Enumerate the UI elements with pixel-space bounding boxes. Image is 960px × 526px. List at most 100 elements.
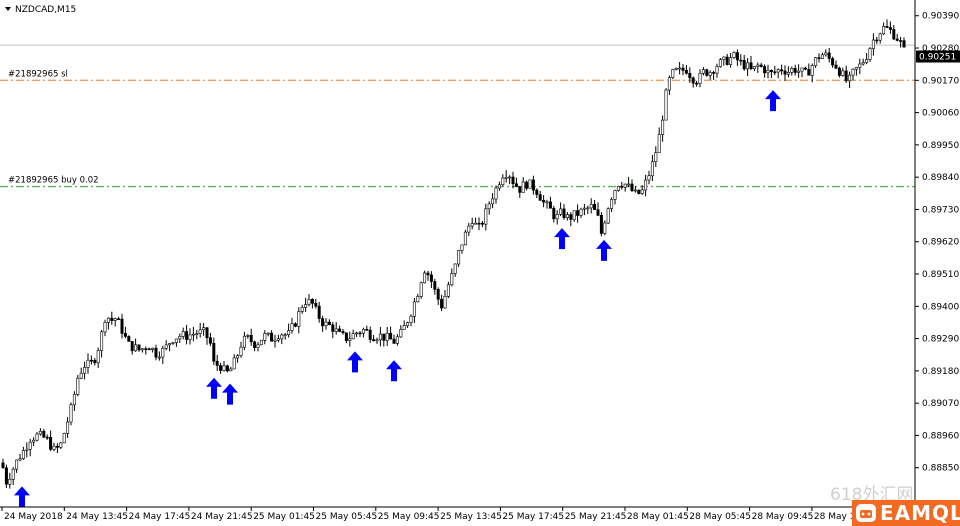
candle-body (372, 339, 376, 342)
candle-body (715, 66, 719, 74)
candle-body (378, 333, 382, 341)
candle-body (589, 204, 593, 209)
candle-body (164, 344, 168, 349)
candle-body (640, 189, 644, 194)
y-tick-label: 0.89070 (922, 399, 959, 409)
buy-arrow-icon (765, 90, 781, 112)
candle-body (586, 207, 590, 210)
candle-body (72, 394, 76, 406)
x-tick-label: 25 May 01:45 (253, 512, 315, 522)
candle-body (620, 186, 624, 188)
candle-body (212, 342, 216, 362)
candle-body (83, 367, 87, 374)
eamql-logo: EAMQL (852, 500, 960, 526)
candle-body (746, 62, 750, 70)
candle-body (688, 73, 692, 79)
candle-body (684, 70, 688, 74)
candle-body (273, 339, 277, 342)
candle-body (508, 176, 512, 179)
candle-body (888, 27, 892, 30)
candle-body (899, 40, 903, 42)
y-tick-label: 0.90060 (922, 109, 959, 119)
candle-body (735, 52, 739, 61)
candle-body (769, 70, 773, 73)
candle-body (467, 225, 471, 233)
symbol-dropdown-icon[interactable] (5, 7, 11, 11)
candle-body (895, 38, 899, 41)
x-tick-label: 25 May 13:45 (440, 512, 502, 522)
candle-body (59, 442, 63, 448)
candle-body (287, 330, 291, 336)
candle-body (749, 62, 753, 69)
candle-body (450, 273, 454, 286)
candle-body (831, 58, 835, 66)
candle-body (457, 250, 461, 265)
candle-body (627, 183, 631, 186)
candle-body (885, 25, 889, 28)
candle-body (412, 301, 416, 317)
candle-body (667, 77, 671, 91)
candles (1, 19, 906, 489)
candle-body (596, 209, 600, 216)
candle-body (474, 222, 478, 225)
candle-body (814, 57, 818, 66)
order-levels: #21892965 sl #21892965 buy 0.02 (0, 44, 915, 188)
buy-arrow-icon (386, 360, 402, 382)
candle-body (191, 333, 195, 336)
candle-body (280, 334, 284, 340)
candle-body (409, 315, 413, 323)
candle-body (154, 347, 158, 358)
candle-body (406, 322, 410, 326)
candle-body (630, 183, 634, 192)
candle-body (797, 70, 801, 73)
candle-body (732, 52, 736, 58)
candle-body (494, 187, 498, 200)
x-tick-label: 24 May 2018 (4, 512, 63, 522)
candle-body (497, 184, 501, 189)
candle-body (232, 357, 236, 370)
candle-body (21, 450, 25, 459)
candle-body (38, 430, 42, 435)
candle-body (552, 208, 556, 220)
candle-body (327, 321, 331, 326)
candle-body (130, 341, 134, 352)
candle-body (161, 347, 165, 358)
candle-body (637, 189, 641, 194)
svg-text:0.90251: 0.90251 (919, 53, 956, 63)
candle-body (865, 59, 869, 63)
candle-body (858, 63, 862, 68)
candle-body (293, 323, 297, 327)
candle-body (225, 365, 229, 372)
candle-body (752, 66, 756, 70)
candle-body (453, 263, 457, 274)
candle-body (848, 74, 852, 82)
candle-body (542, 200, 546, 203)
candle-body (351, 333, 355, 340)
candle-body (664, 89, 668, 121)
candle-body (742, 60, 746, 70)
candle-body (419, 282, 423, 297)
logo-text: EAMQL (880, 501, 960, 525)
candle-body (470, 223, 474, 227)
candle-body (331, 324, 335, 332)
candle-body (868, 48, 872, 60)
candle-body (756, 64, 760, 67)
candle-body (314, 302, 318, 307)
y-tick-label: 0.90280 (922, 44, 959, 54)
candle-body (606, 208, 610, 224)
buy-arrow-icon (14, 486, 30, 508)
candle-body (902, 40, 906, 48)
candle-body (487, 203, 491, 210)
candle-body (344, 332, 348, 341)
candle-body (518, 186, 522, 193)
candle-body (484, 208, 488, 225)
candle-body (705, 69, 709, 76)
candle-body (576, 210, 580, 216)
candle-body (538, 194, 542, 201)
candle-body (263, 333, 267, 341)
candle-body (32, 439, 36, 443)
candle-body (382, 333, 386, 341)
candle-body (402, 325, 406, 330)
candle-body (416, 296, 420, 303)
